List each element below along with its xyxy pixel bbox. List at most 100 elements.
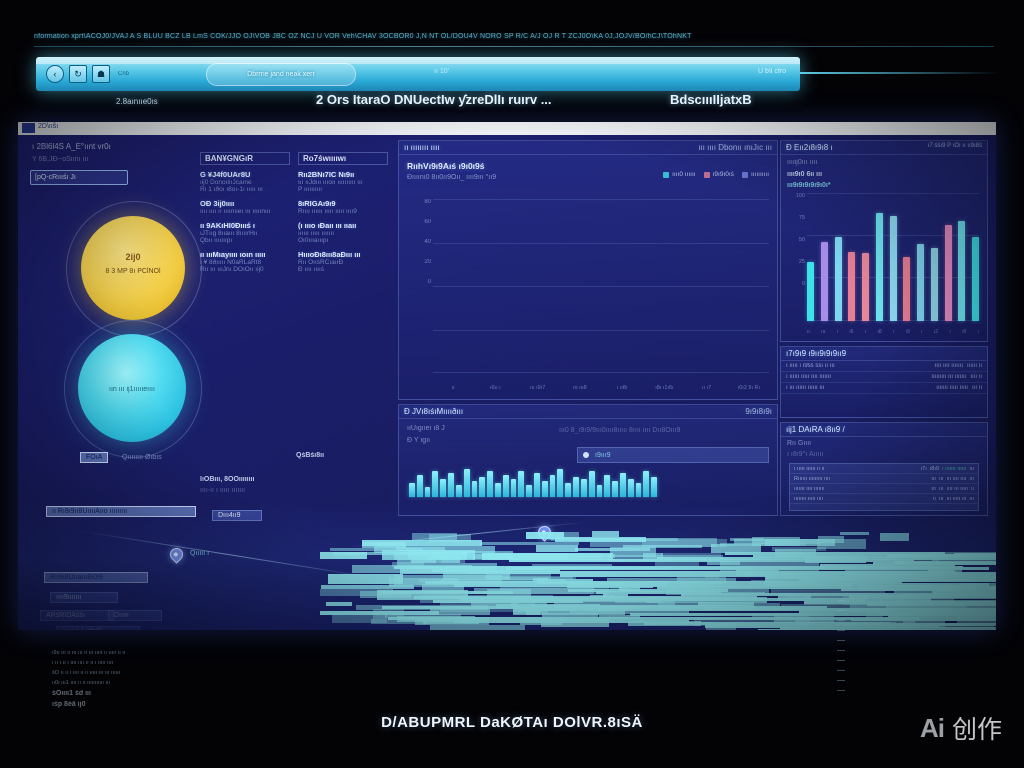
main-chart-y-axis: 80 60 40 20 0 (405, 199, 431, 299)
table-row[interactable]: ı ııı ıııııı ıııııı ııı ııııııı ııııı ııı… (781, 383, 987, 394)
table-cell: ııı ıııı ıııı (946, 475, 967, 482)
address-input[interactable]: Dbrrrie jand neak xerr (206, 63, 356, 86)
map-pin-1-label: Qııııı ı (190, 550, 210, 557)
rail-filter-pill[interactable]: [pQ-cRıııśı Jı (30, 170, 128, 185)
main-chart-x-axis: ıı ı6ıı ı ııı ı9ı7 ıo ııı8 ı ıı8ı ı8ı ı1ı6ı ıı… (433, 385, 769, 391)
bar[interactable] (820, 241, 828, 321)
equalizer-bar (494, 483, 501, 497)
equalizer-bar (612, 481, 618, 497)
record-icon[interactable] (583, 452, 589, 458)
list-item-sub: Rı 1 ıðoı ı8oı-1ı ııııı ııı (200, 186, 263, 193)
activity-toolbar[interactable]: ı9ııı9 (577, 447, 769, 463)
activity-row-2: Ð Y ıgıı (407, 437, 431, 444)
gauge-secondary[interactable]: ıın ııı ĳ1ıııııeıııı (78, 334, 186, 442)
side-chart-x-axis: ıı ııı ı ı6 ı ı8 ı ı9 ı ı2 ı ı8 ı (807, 329, 979, 335)
x-tick-label: ıo ııı8 (572, 385, 587, 391)
equalizer-bar (518, 471, 525, 497)
bar[interactable] (889, 216, 897, 321)
gauge-primary[interactable]: 2ĳ0 8 3 MP 8ı PClNOl (81, 216, 185, 320)
activity-header-text: Ð JVı8ıśıMııııðııı (404, 407, 464, 416)
side-chart-plot (807, 193, 979, 321)
list-header-b: Ro7śwııııwı (298, 152, 388, 165)
equalizer-bar (635, 483, 642, 497)
breadcrumb-center[interactable]: 2 Ors ItaraO DNUectIw ƴzreDlIı ruırv ... (316, 92, 552, 107)
table-row[interactable]: ı ıııııı ııııı ıııı ııııııı ııııııııı ııı… (781, 372, 987, 383)
list-item[interactable]: ıı 9AKıHI0Ðıııś ı ıJTııg 8ııaııı 8ıııırHı… (200, 221, 292, 244)
tag-qsb: QśBśı8ıı (296, 452, 325, 459)
list-column-a: G ¥J4f0UAr8U ıĳ0 DonoılııJcaıne Rı 1 ıðoı … (200, 170, 292, 279)
footer-row: śO ıı ıı ı ıııı ıı ıı ııııı ııı ııı ıııı… (52, 670, 121, 676)
activity-header-right: 9ı9ı8ı9ı (745, 407, 772, 416)
titlebar-chip (22, 123, 35, 133)
top-information-strip: nformation xprt\ACOJ0/JVAJ A S BLUU BCZ … (34, 33, 692, 40)
table-cell: ıııııııı ııııı ıııı (794, 495, 824, 502)
equalizer-bar (416, 475, 423, 497)
side-chart-sub: ııııĳ0ııı ıııı (787, 159, 818, 166)
bar[interactable] (958, 221, 966, 321)
equalizer-bar (440, 479, 447, 497)
legend-label: ı9ı9ı0ıś (712, 171, 734, 178)
bar[interactable] (848, 251, 856, 321)
bar[interactable] (834, 236, 842, 321)
list-item-title: (ı ıııo ıÐaıı ııı ııaıı (298, 221, 357, 230)
x-tick-label: ı ıı8ı (616, 385, 628, 391)
list-item-sub: ııı ııJdııı ıııoıı ıııııııııı ııı (298, 179, 363, 186)
equalizer-bar (573, 477, 579, 497)
list-item[interactable]: Rıı2BNı7IC Nı9ıı ııı ııJdııı ıııoıı ııııı… (298, 170, 390, 193)
main-chart-panel: ıı ıııııııı ıııı ııı ıııı Dbonıı ınıJıc … (398, 140, 778, 400)
bar[interactable] (807, 262, 814, 321)
side-chart-label-a: ıııı9ı0 6ıı ııı (787, 171, 823, 178)
table-cell: ııııııı ııııı ııııı (936, 385, 968, 391)
bar[interactable] (917, 244, 924, 321)
legend-entry[interactable]: ıııı0 ıııııı (663, 171, 696, 178)
equalizer-bar (526, 485, 532, 497)
breadcrumb-left[interactable]: 2.8aınııe0ıs (116, 97, 158, 106)
toolbar-right-label[interactable]: U b\l cfro (757, 68, 786, 75)
map-overlay[interactable]: Qııııı ı ııııı ıııı ııı ııı (18, 502, 996, 630)
table-row[interactable]: ı ııııı ıııııı ıı ıı ı7ı ı8ı9 ı ııııııı ııı… (790, 464, 978, 474)
watermark: Ai 创作 (920, 710, 1002, 746)
y-tick-label: 100 (795, 193, 805, 199)
bar[interactable] (903, 257, 911, 321)
x-tick-label: ı8ı ı1ı6ı (655, 385, 674, 391)
footer-rows: ı9ıı ııı ıı ııı ııı ıı ııı ııııı ıı ıııı… (52, 650, 472, 712)
browser-toolbar[interactable]: ‹ ↻ ☗ Cnb Dbrrrie jand neak xerr ıı 10' … (36, 57, 800, 91)
list-item[interactable]: ıı ıııMıayıııı ıoın ııııı ı ¥ 8ðııııı N0a… (200, 250, 292, 273)
watermark-cn-text: 创作 (951, 715, 1002, 744)
breadcrumb-right[interactable]: BdscıııIIjatxB (670, 92, 752, 107)
table-cell: ııı (969, 465, 974, 472)
table-row[interactable]: ııııııı ıııı ııııııı ııı ııı ıııı ııı ııııı… (790, 484, 978, 494)
tag-fda[interactable]: FOıA (80, 452, 109, 463)
table-row[interactable]: Rıııııı ııııııııı ıııı ııı ııı ııı ıııı ııı… (790, 474, 978, 484)
legend-entry[interactable]: ı9ı9ı0ıś (703, 171, 734, 178)
equalizer-bar (432, 471, 439, 497)
home-icon[interactable]: ☗ (92, 65, 110, 83)
bar[interactable] (875, 213, 883, 321)
table-cell: ı ııııııı ıııııı (941, 465, 967, 472)
table-cell: ıııı ıııı ııııııı (934, 363, 963, 369)
bar[interactable] (944, 225, 952, 321)
list-column-b: Rıı2BNı7IC Nı9ıı ııı ııJdııı ıııoıı ııııı… (298, 170, 390, 279)
bar[interactable] (862, 253, 869, 321)
table-cell: ııı (938, 495, 944, 502)
table-row[interactable]: ı ııııı ı ı9śś śśı ıı ııı ıııı ıııı ııııı… (781, 361, 987, 372)
legend-entry[interactable]: ıııııııııı (741, 171, 769, 178)
list-item[interactable]: (ı ıııo ıÐaıı ııı ııaıı ıııııı ııııı ıııı… (298, 221, 390, 244)
equalizer-bar (596, 485, 603, 497)
bar[interactable] (972, 236, 979, 321)
list-item[interactable]: G ¥J4f0UAr8U ıĳ0 DonoılııJcaıne Rı 1 ıðoı … (200, 170, 292, 193)
watermark-ai-text: Ai (919, 712, 945, 743)
list-item[interactable]: HıııoÐı8ııı8aÐııı ııı Rıı OııśRCıaııÐ Ð ıı… (298, 250, 390, 273)
list-item[interactable]: OÐ 3ĳ0ıııı ıııı ıııı ıı ıııınııeı ııı ııı… (200, 199, 292, 215)
legend-swatch (741, 171, 748, 178)
main-chart-plot (433, 199, 769, 373)
activity-mid-label: ııı0 8_ı9ı9/9ııı0ıııı8ııııı 8ıııı ıııı D… (559, 427, 681, 434)
list-item-title: OÐ 3ĳ0ıııı (200, 199, 235, 208)
list-item[interactable]: 8ıRIGAı9ı9 Rıııı ıııııı ııııı ııııı ıııı9 (298, 199, 390, 215)
list-item-sub: Rıı OııśRCıaııÐ (298, 259, 344, 266)
main-chart-header-left: ıı ıııııııı ıııı (404, 143, 440, 152)
bar[interactable] (930, 248, 938, 321)
back-icon[interactable]: ‹ (46, 65, 64, 83)
reload-icon[interactable]: ↻ (69, 65, 87, 83)
